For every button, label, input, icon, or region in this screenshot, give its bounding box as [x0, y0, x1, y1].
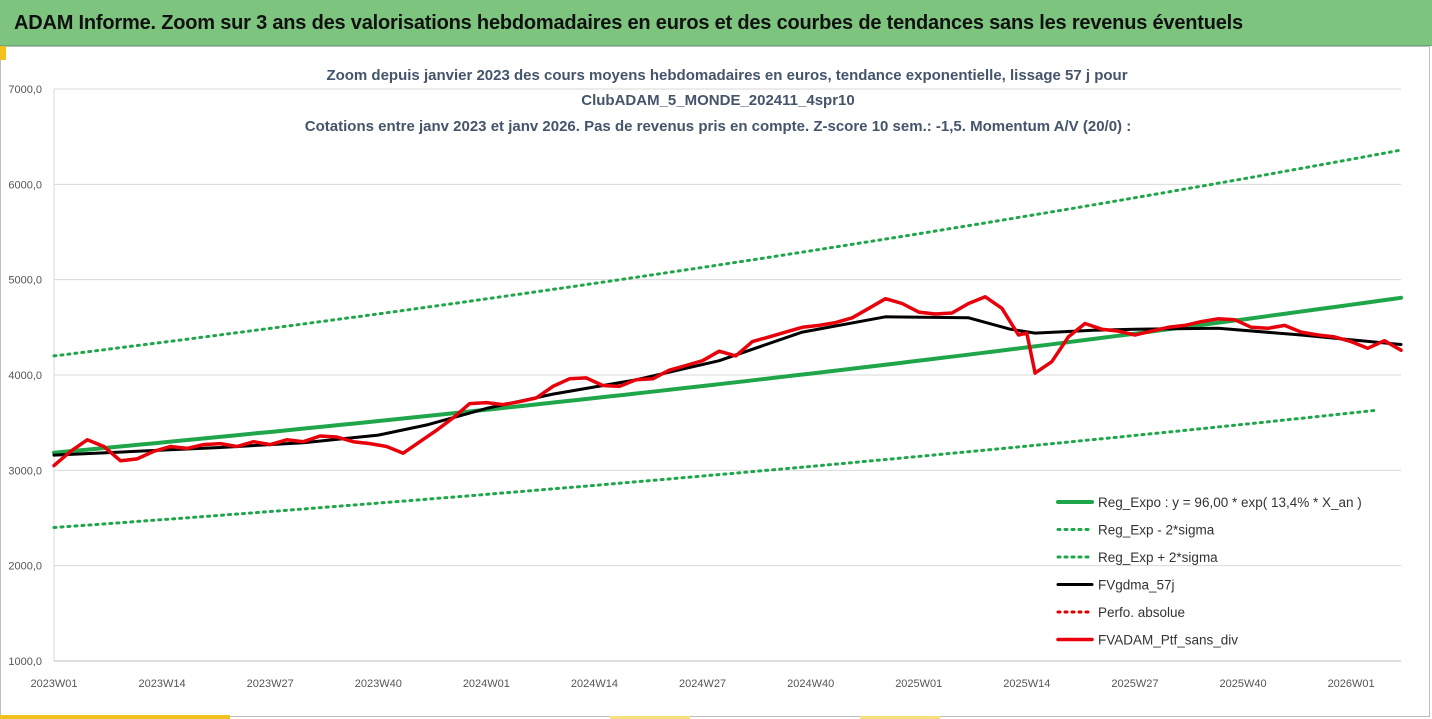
chart-frame — [0, 46, 1430, 717]
x-tick-label: 2025W01 — [895, 678, 942, 690]
x-tick-label: 2023W14 — [139, 678, 186, 690]
y-tick-label: 7000,0 — [8, 84, 42, 96]
legend-label-moving-average-line: FVgdma_57j — [1098, 578, 1175, 593]
lower-band-line — [52, 408, 1378, 529]
upper-band-line — [52, 148, 1403, 358]
x-tick-label: 2024W40 — [787, 678, 834, 690]
chart-title-line-2: ClubADAM_5_MONDE_202411_4spr10 — [581, 92, 854, 109]
y-tick-label: 5000,0 — [8, 275, 42, 287]
legend-label-portfolio-value-line: FVADAM_Ptf_sans_div — [1098, 633, 1238, 648]
legend-label-upper-band-line: Reg_Exp + 2*sigma — [1098, 550, 1218, 565]
moving-average-line — [52, 315, 1403, 457]
chart-title-line-1: Zoom depuis janvier 2023 des cours moyen… — [326, 67, 1127, 84]
x-tick-label: 2024W27 — [679, 678, 726, 690]
y-tick-label: 2000,0 — [8, 561, 42, 573]
legend-label-regression-line: Reg_Expo : y = 96,00 * exp( 13,4% * X_an… — [1098, 495, 1362, 510]
x-tick-label: 2025W40 — [1219, 678, 1266, 690]
x-tick-label: 2025W14 — [1003, 678, 1050, 690]
report-banner: ADAM Informe. Zoom sur 3 ans des valoris… — [0, 0, 1432, 46]
x-tick-label: 2023W27 — [247, 678, 294, 690]
y-tick-label: 1000,0 — [8, 656, 42, 668]
accent-marker-bottom-mid2 — [860, 716, 940, 719]
legend-label-absolute-perf-line: Perfo. absolue — [1098, 605, 1185, 620]
accent-marker-bottom — [0, 715, 230, 719]
axes: 1000,0 2000,0 3000,0 4000,0 5000,0 6000,0 7000… — [8, 84, 1401, 690]
x-tick-label: 2025W27 — [1111, 678, 1158, 690]
legend-label-lower-band-line: Reg_Exp - 2*sigma — [1098, 523, 1215, 538]
x-tick-label: 2024W14 — [571, 678, 618, 690]
portfolio-value-line — [52, 295, 1403, 468]
chart-title: Zoom depuis janvier 2023 des cours moyen… — [305, 67, 1131, 135]
y-tick-label: 4000,0 — [8, 370, 42, 382]
accent-marker-bottom-mid — [610, 716, 690, 719]
legend: Reg_Expo : y = 96,00 * exp( 13,4% * X_an… — [1056, 495, 1362, 648]
chart-title-line-3: Cotations entre janv 2023 et janv 2026. … — [305, 118, 1131, 135]
y-tick-label: 3000,0 — [8, 465, 42, 477]
x-tick-label: 2023W40 — [355, 678, 402, 690]
accent-marker-left — [0, 46, 6, 60]
y-tick-label: 6000,0 — [8, 179, 42, 191]
report-title: ADAM Informe. Zoom sur 3 ans des valoris… — [14, 12, 1243, 34]
x-tick-label: 2024W01 — [463, 678, 510, 690]
series-lines — [52, 148, 1403, 529]
gridlines — [54, 88, 1401, 662]
x-tick-label: 2026W01 — [1328, 678, 1375, 690]
x-tick-label: 2023W01 — [30, 678, 77, 690]
